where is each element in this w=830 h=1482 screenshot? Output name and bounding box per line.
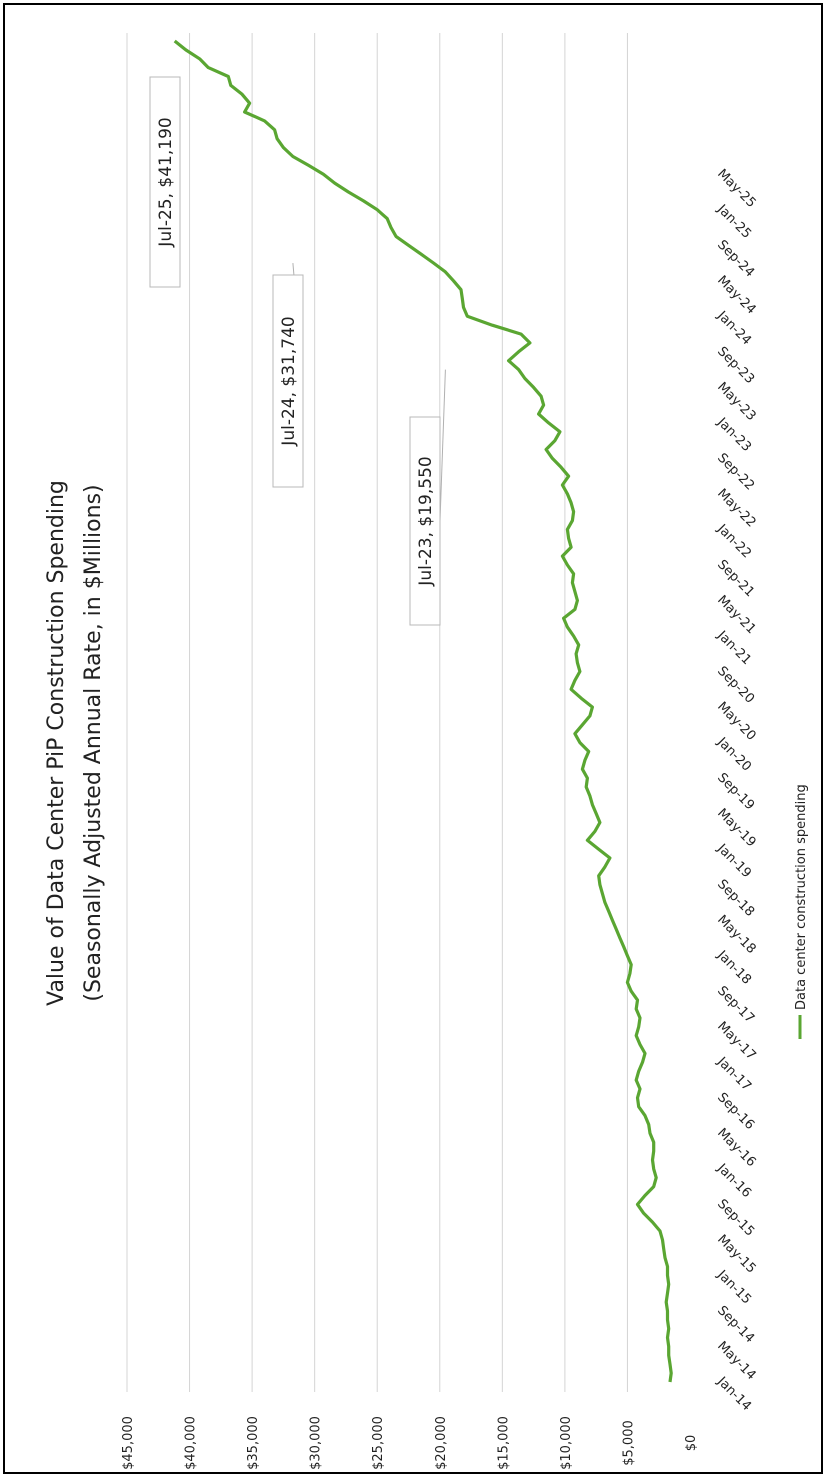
y-tick-label: $15,000 — [496, 1416, 511, 1470]
annotation-label: Jul-23, $19,550 — [416, 456, 436, 586]
y-tick-label: $10,000 — [559, 1416, 574, 1470]
x-tick-label: May-17 — [714, 1019, 758, 1063]
annotation-leader-line — [439, 369, 446, 522]
chart-title: Value of Data Center PiP Construction Sp… — [44, 480, 69, 1006]
annotation-box — [272, 274, 304, 488]
y-tick-label: $45,000 — [121, 1416, 136, 1470]
x-tick-label: Sep-15 — [714, 1197, 757, 1240]
x-tick-label: Sep-20 — [714, 664, 757, 707]
x-tick-label: Sep-19 — [714, 770, 757, 813]
x-tick-label: Sep-14 — [714, 1303, 757, 1346]
chart-subtitle: (Seasonally Adjusted Annual Rate, in $Mi… — [81, 484, 106, 1001]
x-tick-label: Sep-22 — [714, 451, 757, 494]
y-tick-label: $0 — [684, 1435, 699, 1452]
annotation-label: Jul-25, $41,190 — [156, 117, 176, 247]
legend-label: Data center construction spending — [794, 784, 809, 1010]
y-tick-label: $25,000 — [371, 1416, 386, 1470]
x-tick-label: May-21 — [714, 593, 758, 637]
x-tick-label: May-22 — [714, 486, 758, 530]
x-tick-label: May-24 — [714, 273, 758, 317]
x-tick-label: Sep-17 — [714, 983, 757, 1026]
y-tick-label: $30,000 — [309, 1416, 324, 1470]
x-tick-label: May-23 — [714, 380, 758, 424]
annotation-label: Jul-24, $31,740 — [279, 316, 299, 446]
x-tick-label: Sep-23 — [714, 344, 757, 387]
x-tick-label: May-16 — [714, 1126, 758, 1170]
chart-svg: $0 $5,000 $10,000 $15,000 $20,000 $25,000 $30,… — [44, 33, 809, 1470]
x-tick-label: May-15 — [714, 1232, 758, 1276]
x-tick-label: Sep-21 — [714, 557, 757, 600]
x-tick-label: May-14 — [714, 1339, 758, 1383]
x-tick-label: May-19 — [714, 806, 758, 850]
x-tick-label: Sep-16 — [714, 1090, 757, 1133]
y-tick-label: $20,000 — [434, 1416, 449, 1470]
y-tick-label: $5,000 — [621, 1420, 636, 1466]
annotation-box — [409, 416, 441, 626]
chart-frame: $0 $5,000 $10,000 $15,000 $20,000 $25,000 $30,… — [3, 3, 823, 1474]
series-line-data-center-spending — [173, 39, 673, 1383]
y-tick-label: $35,000 — [246, 1416, 261, 1470]
annotation-box — [149, 76, 181, 288]
x-tick-label: May-18 — [714, 912, 758, 956]
x-tick-label: Sep-18 — [714, 877, 757, 920]
y-tick-label: $40,000 — [184, 1416, 199, 1470]
x-tick-label: May-20 — [714, 699, 758, 743]
x-tick-label: Sep-24 — [714, 237, 757, 280]
x-tick-label: May-25 — [714, 166, 758, 210]
